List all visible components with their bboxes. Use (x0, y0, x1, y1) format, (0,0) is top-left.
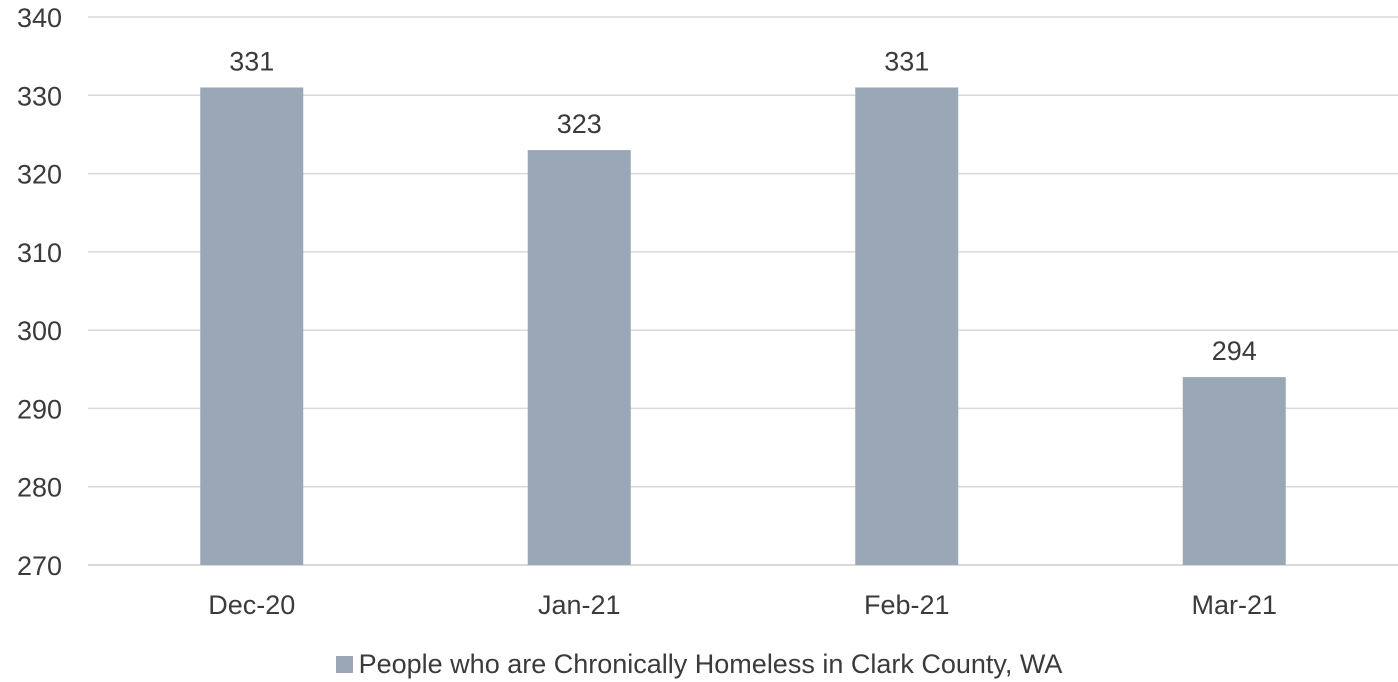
bar-feb-21 (855, 87, 959, 565)
x-tick-label: Feb-21 (864, 590, 950, 620)
data-labels: 331 323 331 294 (229, 46, 1257, 366)
data-label: 331 (884, 46, 929, 76)
x-tick-label: Mar-21 (1191, 590, 1277, 620)
y-tick-label: 290 (17, 394, 62, 424)
x-tick-label: Dec-20 (208, 590, 295, 620)
y-tick-label: 280 (17, 473, 62, 503)
data-label: 294 (1212, 336, 1257, 366)
x-tick-label: Jan-21 (538, 590, 621, 620)
bar-jan-21 (527, 150, 631, 566)
x-axis-categories: Dec-20 Jan-21 Feb-21 Mar-21 (208, 590, 1277, 620)
legend-swatch (335, 655, 353, 673)
gridlines (88, 16, 1398, 566)
data-label: 331 (229, 46, 274, 76)
bar-dec-20 (200, 87, 304, 565)
y-axis-ticks: 270 280 290 300 310 320 330 340 (17, 3, 62, 581)
y-tick-label: 330 (17, 81, 62, 111)
y-tick-label: 340 (17, 3, 62, 33)
y-tick-label: 310 (17, 238, 62, 268)
y-tick-label: 270 (17, 551, 62, 581)
y-tick-label: 320 (17, 160, 62, 190)
bar-chart: 270 280 290 300 310 320 330 340 331 323 331 294 De… (17, 3, 1398, 620)
bars (200, 87, 1286, 566)
legend-label: People who are Chronically Homeless in C… (358, 648, 1063, 679)
y-tick-label: 300 (17, 316, 62, 346)
legend: People who are Chronically Homeless in C… (0, 646, 1398, 682)
bar-mar-21 (1182, 377, 1286, 565)
data-label: 323 (557, 109, 602, 139)
